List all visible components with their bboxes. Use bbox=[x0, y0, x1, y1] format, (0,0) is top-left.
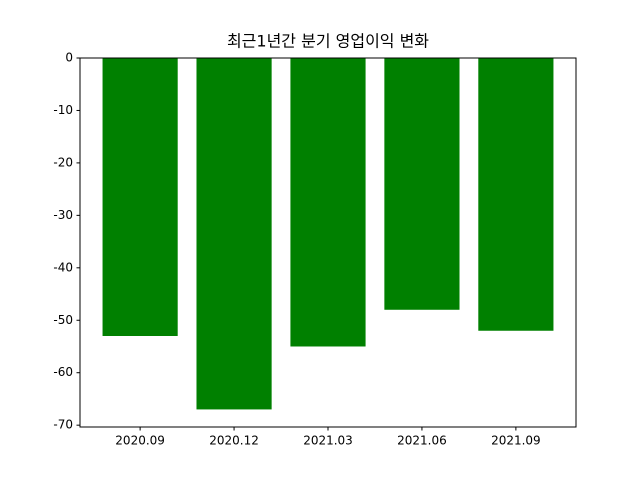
y-tick-label: -70 bbox=[53, 418, 73, 432]
plot-frame bbox=[79, 57, 577, 428]
y-tick-label: -60 bbox=[53, 365, 73, 379]
y-tick-label: -50 bbox=[53, 313, 73, 327]
bar bbox=[384, 58, 460, 310]
y-tick-label: 0 bbox=[65, 51, 73, 65]
x-tick-label: 2020.12 bbox=[209, 434, 259, 448]
y-tick-label: -30 bbox=[53, 208, 73, 222]
chart-title: 최근1년간 분기 영업이익 변화 bbox=[227, 32, 429, 51]
y-tick-label: -40 bbox=[53, 260, 73, 274]
y-tick-label: -10 bbox=[53, 103, 73, 117]
x-tick-label: 2021.09 bbox=[491, 434, 541, 448]
bar bbox=[196, 58, 272, 410]
y-tick-label: -20 bbox=[53, 155, 73, 169]
bar bbox=[102, 58, 178, 336]
bar bbox=[290, 58, 366, 347]
x-tick-label: 2020.09 bbox=[115, 434, 165, 448]
x-tick-label: 2021.03 bbox=[303, 434, 353, 448]
x-tick-label: 2021.06 bbox=[397, 434, 447, 448]
bar bbox=[478, 58, 554, 331]
